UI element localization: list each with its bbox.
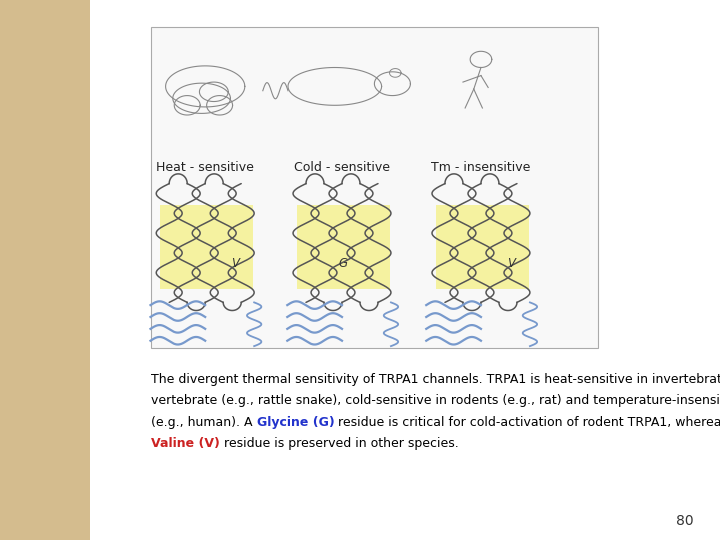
Text: Tm - insensitive: Tm - insensitive bbox=[431, 161, 531, 174]
Text: vertebrate (e.g., rattle snake), cold-sensitive in rodents (e.g., rat) and tempe: vertebrate (e.g., rattle snake), cold-se… bbox=[151, 394, 720, 407]
Text: Valine (V): Valine (V) bbox=[151, 437, 220, 450]
Text: Glycine (G): Glycine (G) bbox=[257, 416, 335, 429]
Bar bbox=[160, 205, 253, 289]
Text: V: V bbox=[231, 257, 240, 270]
Text: residue is critical for cold-activation of rodent TRPA1, whereas an equivalent: residue is critical for cold-activation … bbox=[335, 416, 720, 429]
Bar bbox=[0, 0, 90, 540]
Bar bbox=[436, 205, 529, 289]
Text: (e.g., human). A: (e.g., human). A bbox=[151, 416, 257, 429]
Text: G: G bbox=[339, 257, 348, 270]
Text: The divergent thermal sensitivity of TRPA1 channels. TRPA1 is heat-sensitive in : The divergent thermal sensitivity of TRP… bbox=[151, 373, 720, 386]
Text: Heat - sensitive: Heat - sensitive bbox=[156, 161, 254, 174]
Text: V: V bbox=[507, 257, 516, 270]
Bar bbox=[297, 205, 390, 289]
Bar bbox=[151, 27, 598, 348]
Text: 80: 80 bbox=[676, 514, 693, 528]
Text: Cold - sensitive: Cold - sensitive bbox=[294, 161, 390, 174]
Text: residue is preserved in other species.: residue is preserved in other species. bbox=[220, 437, 459, 450]
